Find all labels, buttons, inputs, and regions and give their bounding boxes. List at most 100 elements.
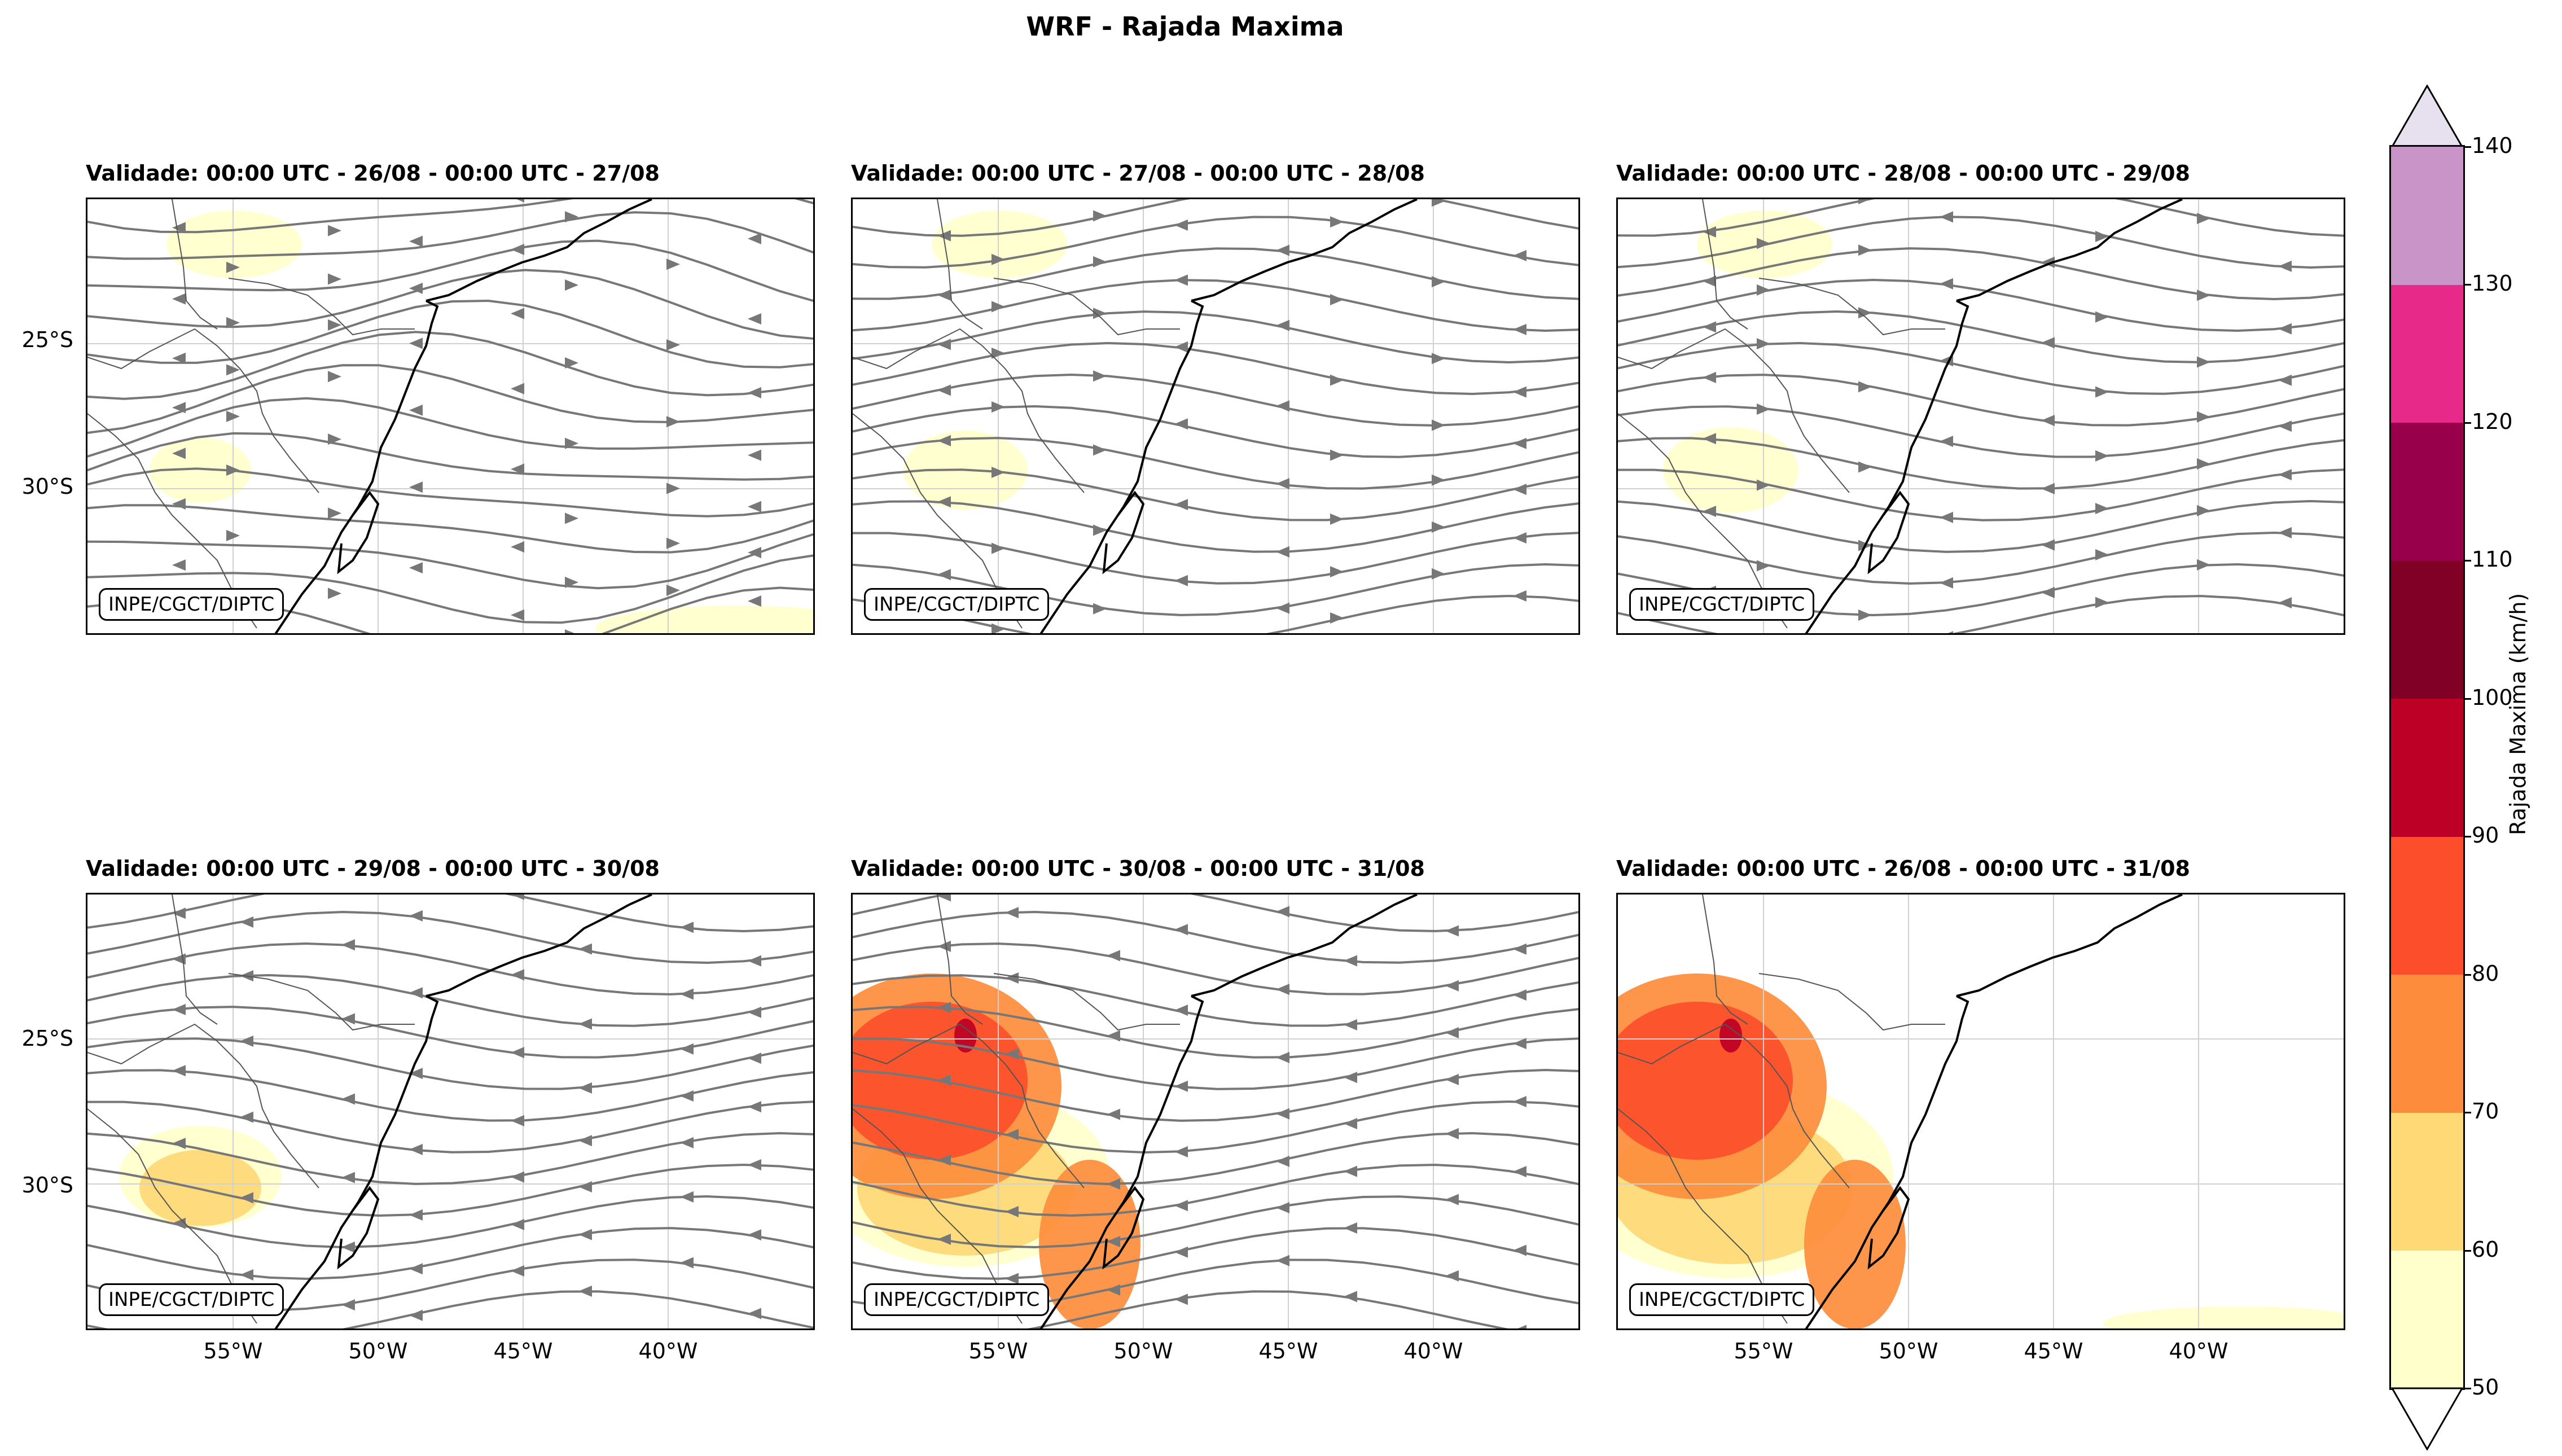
streamline-arrow [1174, 574, 1188, 586]
colorbar-tick-label: 60 [2472, 1236, 2499, 1262]
coastline [1039, 300, 1204, 633]
colorbar-tickmark [2463, 560, 2471, 562]
lon-label-55w: 55°W [1734, 1339, 1793, 1363]
streamline-arrow [172, 352, 186, 364]
streamline-arrow [341, 1093, 355, 1105]
gust-area [1663, 427, 1798, 513]
streamline-arrow [1276, 1051, 1289, 1063]
streamline [87, 1006, 813, 1059]
map-panel-4[interactable]: INPE/CGCT/DIPTC [86, 893, 815, 1330]
map-canvas-6 [1618, 894, 2344, 1328]
streamline-arrow [172, 222, 186, 234]
streamline-arrow [1344, 1291, 1357, 1302]
streamline-arrow [240, 1035, 253, 1047]
streamline [87, 1195, 813, 1249]
streamline-arrow [1445, 1270, 1459, 1282]
panel-title-6: Validade: 00:00 UTC - 26/08 - 00:00 UTC … [1616, 856, 2190, 881]
map-panel-6[interactable]: INPE/CGCT/DIPTC [1616, 893, 2345, 1330]
streamline [1618, 341, 2344, 395]
streamline [87, 533, 813, 590]
colorbar-tick-label: 130 [2472, 271, 2513, 296]
streamline-arrow [1005, 1048, 1019, 1060]
map-panel-2[interactable]: INPE/CGCT/DIPTC [851, 198, 1580, 635]
colorbar-segment [2391, 698, 2463, 837]
streamline-arrow [226, 410, 240, 422]
state-border [1758, 973, 1945, 1031]
streamline-arrow [1344, 1117, 1357, 1129]
streamline [87, 910, 813, 964]
colorbar-tickmark [2463, 1112, 2471, 1114]
streamline-arrow [992, 401, 1005, 413]
streamline-arrow [1344, 955, 1357, 967]
streamline-arrow [748, 1052, 761, 1064]
colorbar-tick-label: 120 [2472, 409, 2513, 434]
streamline-arrow [565, 512, 578, 524]
streamline-arrow [240, 1111, 253, 1123]
streamline-arrow [1513, 1166, 1526, 1178]
colorbar-tickmark [2463, 422, 2471, 424]
streamline-arrow [680, 1090, 694, 1102]
streamline [853, 216, 1578, 269]
streamline-arrow [511, 541, 524, 553]
streamline-arrow [1005, 1273, 1019, 1284]
streamline-arrow [666, 585, 680, 597]
streamline [87, 1163, 813, 1217]
colorbar-tickmark [2463, 698, 2471, 700]
coastline [1956, 199, 2183, 302]
colorbar-tick-label: 50 [2472, 1375, 2499, 1400]
gust-area [139, 1150, 261, 1226]
streamline-arrow [2278, 469, 2292, 481]
streamline-arrow [1005, 907, 1019, 919]
streamline-arrow [1432, 474, 1445, 486]
streamline-arrow [992, 623, 1005, 633]
map-panel-3[interactable]: INPE/CGCT/DIPTC [1616, 198, 2345, 635]
state-border [228, 973, 415, 1031]
streamline [87, 1069, 813, 1122]
streamline-arrow [748, 233, 761, 244]
streamline-arrow [992, 301, 1005, 313]
streamline-arrow [328, 507, 341, 519]
streamline-arrow [328, 273, 341, 285]
colorbar-segment [2391, 147, 2463, 285]
streamline-arrow [680, 1191, 694, 1203]
streamline-arrow [1174, 1293, 1188, 1305]
lon-label-45w: 45°W [2024, 1339, 2083, 1363]
streamline-arrow [409, 235, 423, 247]
streamline-arrow [1703, 506, 1716, 518]
streamline [853, 373, 1578, 427]
streamline-arrow [1093, 370, 1107, 382]
streamline-arrow [1513, 989, 1526, 1001]
gust-area [1618, 1002, 1793, 1160]
colorbar-tick-label: 110 [2472, 547, 2513, 572]
lon-label-40w: 40°W [1403, 1339, 1463, 1363]
streamline-arrow [1174, 274, 1188, 286]
streamline [1618, 531, 2344, 585]
streamline-arrow [578, 1286, 592, 1297]
streamline-arrow [565, 279, 578, 291]
streamline-arrow [1330, 612, 1344, 624]
streamline-arrow [578, 1229, 592, 1240]
streamline-arrow [680, 988, 694, 1000]
streamline-arrow [748, 1229, 761, 1241]
streamline-arrow [937, 1075, 951, 1086]
streamline [87, 269, 813, 340]
streamline [853, 894, 1578, 932]
streamline-arrow [1174, 1200, 1188, 1212]
map-panel-1[interactable]: INPE/CGCT/DIPTC [86, 198, 815, 635]
streamline-arrow [937, 1233, 951, 1245]
streamline-arrow [1858, 244, 1872, 256]
streamline-arrow [226, 261, 240, 273]
streamline-arrow [172, 1065, 186, 1077]
streamline-arrow [172, 559, 186, 571]
streamline-arrow [1093, 524, 1107, 536]
streamline [853, 1037, 1578, 1090]
lat-label-25s: 25°S [21, 1026, 73, 1051]
streamline [1618, 405, 2344, 458]
streamline-arrow [172, 402, 186, 414]
map-panel-5[interactable]: INPE/CGCT/DIPTC [851, 893, 1580, 1330]
state-border [993, 278, 1180, 336]
streamline-arrow [937, 339, 951, 350]
state-border [1618, 413, 1788, 629]
streamline-arrow [1174, 1146, 1188, 1157]
lon-label-40w: 40°W [638, 1339, 698, 1363]
